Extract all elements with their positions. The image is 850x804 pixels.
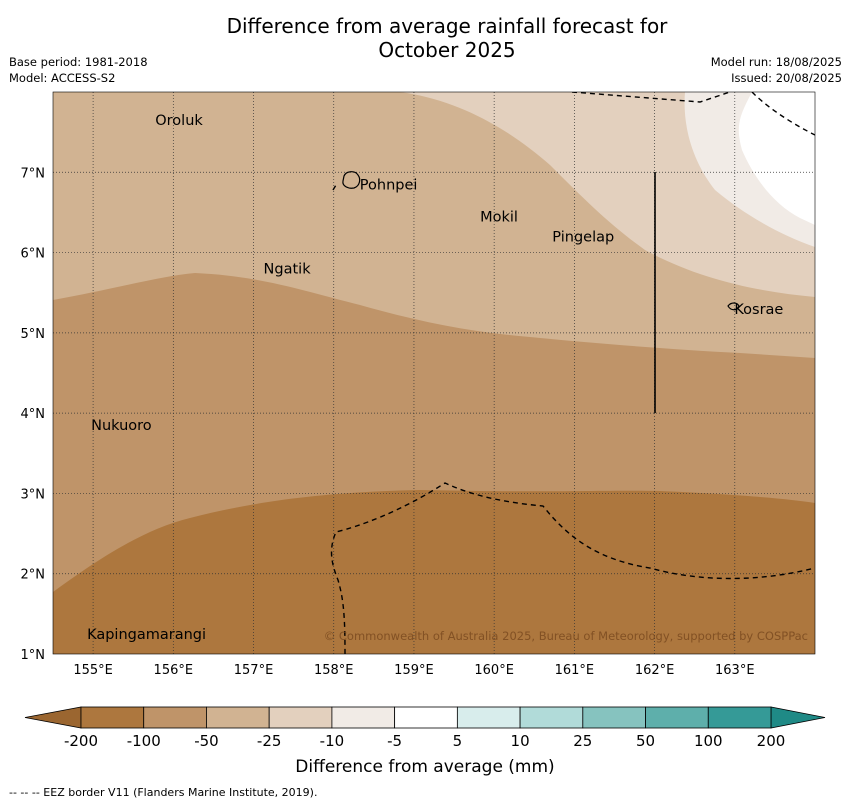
place-label: Pingelap (552, 230, 614, 246)
colorbar-swatch (206, 706, 270, 729)
title-line-1: Difference from average rainfall forecas… (226, 14, 668, 38)
colorbar-low-extend (24, 706, 82, 729)
colorbar-swatch (582, 706, 646, 729)
colorbar-swatch (519, 706, 584, 729)
colorbar-tick-label: 10 (511, 732, 530, 750)
band-minus-200 (53, 490, 815, 654)
colorbar-tick-label: -5 (387, 732, 402, 750)
colorbar-swatch (143, 706, 207, 729)
gridlines (53, 92, 815, 654)
kosrae-island (727, 302, 740, 311)
place-label: Ngatik (264, 262, 312, 278)
lon-tick-label: 161°E (555, 663, 595, 678)
lat-tick-label: 5°N (21, 327, 46, 342)
colorbar-tick-label: -200 (64, 732, 98, 750)
lon-tick-label: 157°E (234, 663, 274, 678)
lat-tick-labels: 1°N 2°N 3°N 4°N 5°N 6°N 7°N (21, 166, 46, 663)
colorbar-swatch (394, 706, 458, 729)
colorbar-high-extend (770, 706, 826, 729)
place-label: Nukuoro (91, 418, 152, 434)
lon-tick-label: 162°E (635, 663, 675, 678)
lon-tick-label: 160°E (474, 663, 514, 678)
map-frame (52, 91, 816, 655)
place-labels: Oroluk Pohnpei Mokil Pingelap Ngatik Kosrae Nu… (87, 113, 783, 643)
model-run: Model run: 18/08/2025 (710, 55, 842, 69)
place-label: Mokil (480, 209, 518, 225)
colorbar-swatch (268, 706, 333, 729)
eez-footnote: -- -- -- EEZ border V11 (Flanders Marine… (9, 786, 318, 799)
lat-tick-label: 1°N (21, 648, 46, 663)
colorbar-swatch (645, 706, 709, 729)
lon-tick-label: 155°E (73, 663, 113, 678)
lon-tick-labels: 155°E 156°E 157°E 158°E 159°E 160°E 161°E 162°E… (73, 663, 754, 678)
pohnpei-island (342, 171, 361, 189)
map-fill-layer (53, 92, 815, 654)
place-label: Kosrae (734, 302, 783, 318)
colorbar-swatch (80, 706, 145, 729)
lat-tick-label: 3°N (21, 487, 46, 502)
meta-left: Base period: 1981-2018 Model: ACCESS-S2 (9, 54, 148, 86)
colorbar-tick-label: -50 (194, 732, 219, 750)
lon-tick-label: 156°E (154, 663, 194, 678)
lon-tick-label: 159°E (394, 663, 434, 678)
colorbar-tick-label: 200 (757, 732, 786, 750)
colorbar-tick-label: 50 (636, 732, 655, 750)
islands (342, 171, 740, 311)
colorbar-tick-label: 5 (453, 732, 463, 750)
place-label: Oroluk (155, 113, 203, 129)
colorbar-label: Difference from average (mm) (295, 757, 554, 777)
lat-tick-label: 7°N (21, 166, 46, 181)
eez-borders (330, 92, 815, 654)
lat-tick-label: 2°N (21, 568, 46, 583)
issued-date: Issued: 20/08/2025 (731, 71, 842, 85)
title-line-2: October 2025 (378, 38, 516, 62)
base-period: Base period: 1981-2018 (9, 55, 148, 69)
colorbar-tick-label: -10 (320, 732, 345, 750)
lon-tick-label: 163°E (715, 663, 755, 678)
lat-tick-label: 6°N (21, 247, 46, 262)
colorbar-swatch (456, 706, 521, 729)
copyright-text: © Commonwealth of Australia 2025, Bureau… (324, 629, 808, 643)
place-label: Kapingamarangi (87, 627, 206, 643)
colorbar: -200 -100 -50 -25 -10 -5 5 10 25 50 100 200 (24, 706, 826, 750)
colorbar-tick-label: 100 (694, 732, 723, 750)
colorbar-tick-label: 25 (573, 732, 592, 750)
lat-tick-label: 4°N (21, 407, 46, 422)
colorbar-tick-label: -100 (127, 732, 161, 750)
lon-tick-label: 158°E (314, 663, 354, 678)
colorbar-tick-label: -25 (257, 732, 282, 750)
place-label: Pohnpei (360, 177, 418, 193)
meta-right: Model run: 18/08/2025 Issued: 20/08/2025 (711, 54, 842, 86)
model-name: Model: ACCESS-S2 (9, 71, 116, 85)
colorbar-swatch (707, 706, 772, 729)
colorbar-swatch (331, 706, 396, 729)
